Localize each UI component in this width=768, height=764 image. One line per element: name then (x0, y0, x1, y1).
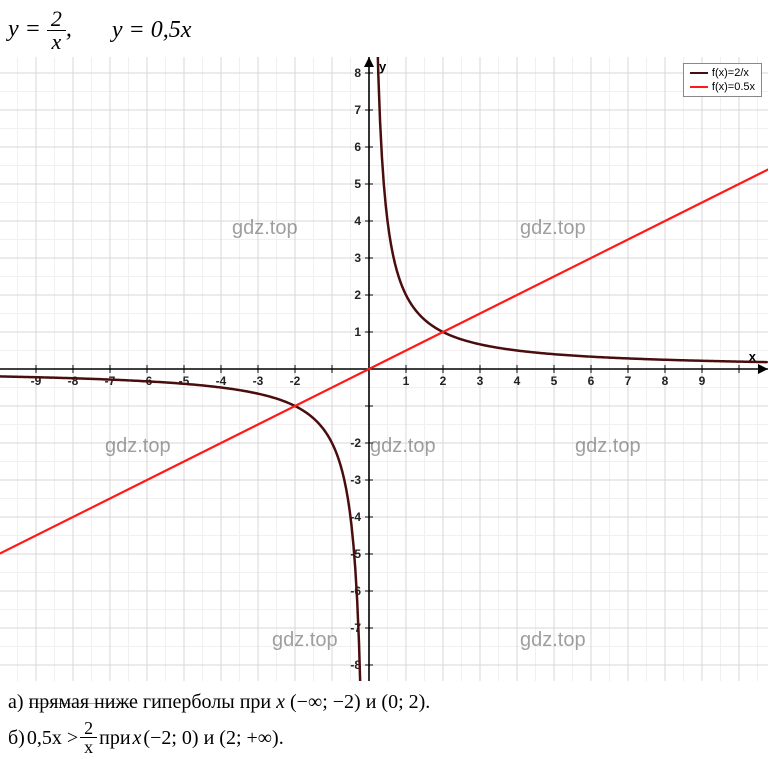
formula-comma: , (66, 16, 72, 42)
legend-label: f(x)=2/x (712, 67, 749, 79)
svg-text:-7: -7 (105, 374, 116, 388)
svg-text:-3: -3 (253, 374, 264, 388)
chart-svg: -9-8-7-6-5-4-3-2123456789-8-7-6-5-4-3-21… (0, 57, 768, 681)
frac-den: x (47, 31, 65, 53)
formula-left-fraction: 2 x (47, 8, 66, 53)
svg-text:2: 2 (354, 288, 361, 302)
svg-text:7: 7 (625, 374, 632, 388)
frac-den: x (80, 738, 97, 756)
frac-num: 2 (47, 8, 66, 31)
svg-text:6: 6 (354, 140, 361, 154)
svg-text:4: 4 (514, 374, 521, 388)
svg-text:4: 4 (354, 214, 361, 228)
answer-b-lhs: 0,5x > (27, 721, 78, 755)
frac-num: 2 (80, 719, 97, 738)
legend-item-linear: f(x)=0.5x (684, 80, 761, 94)
svg-text:9: 9 (699, 374, 706, 388)
answer-b-fraction: 2 x (80, 719, 97, 756)
svg-text:-3: -3 (350, 473, 361, 487)
svg-text:5: 5 (354, 177, 361, 191)
svg-text:8: 8 (662, 374, 669, 388)
svg-text:1: 1 (354, 325, 361, 339)
chart-container: -9-8-7-6-5-4-3-2123456789-8-7-6-5-4-3-21… (0, 57, 768, 681)
answer-a-rest: гиперболы при (138, 691, 276, 713)
svg-text:1: 1 (403, 374, 410, 388)
svg-text:y: y (379, 59, 387, 74)
svg-text:3: 3 (477, 374, 484, 388)
answer-b-interval: (−2; 0) и (2; +∞). (143, 721, 283, 755)
legend: f(x)=2/x f(x)=0.5x (683, 63, 762, 97)
formula-row: y = 2 x , y = 0,5x (0, 0, 768, 57)
legend-swatch (690, 72, 708, 75)
svg-text:7: 7 (354, 103, 361, 117)
answer-a-struck: прямая ниже (29, 685, 138, 719)
svg-text:8: 8 (354, 66, 361, 80)
svg-text:-5: -5 (350, 547, 361, 561)
legend-swatch (690, 86, 708, 89)
legend-item-hyperbola: f(x)=2/x (684, 66, 761, 80)
answer-a-prefix: а) (8, 691, 29, 713)
svg-text:3: 3 (354, 251, 361, 265)
answers: а) прямая ниже гиперболы при x (−∞; −2) … (0, 681, 768, 764)
svg-text:-5: -5 (179, 374, 190, 388)
svg-text:2: 2 (440, 374, 447, 388)
svg-text:-2: -2 (290, 374, 301, 388)
answer-b-rest: при (99, 721, 130, 755)
svg-text:5: 5 (551, 374, 558, 388)
svg-text:-8: -8 (68, 374, 79, 388)
answer-a-var: x (276, 691, 285, 713)
legend-label: f(x)=0.5x (712, 81, 755, 93)
answer-b: б) 0,5x > 2 x при x (−2; 0) и (2; +∞). (8, 719, 760, 756)
answer-a: а) прямая ниже гиперболы при x (−∞; −2) … (8, 685, 760, 719)
svg-text:6: 6 (588, 374, 595, 388)
formula-left: y = 2 x , (8, 8, 72, 53)
answer-a-interval: (−∞; −2) и (0; 2). (285, 691, 430, 713)
formula-right: y = 0,5x (112, 17, 192, 44)
answer-b-var: x (133, 721, 142, 755)
svg-text:-2: -2 (350, 436, 361, 450)
answer-b-prefix: б) (8, 721, 25, 755)
formula-left-lhs: y = (8, 16, 41, 42)
